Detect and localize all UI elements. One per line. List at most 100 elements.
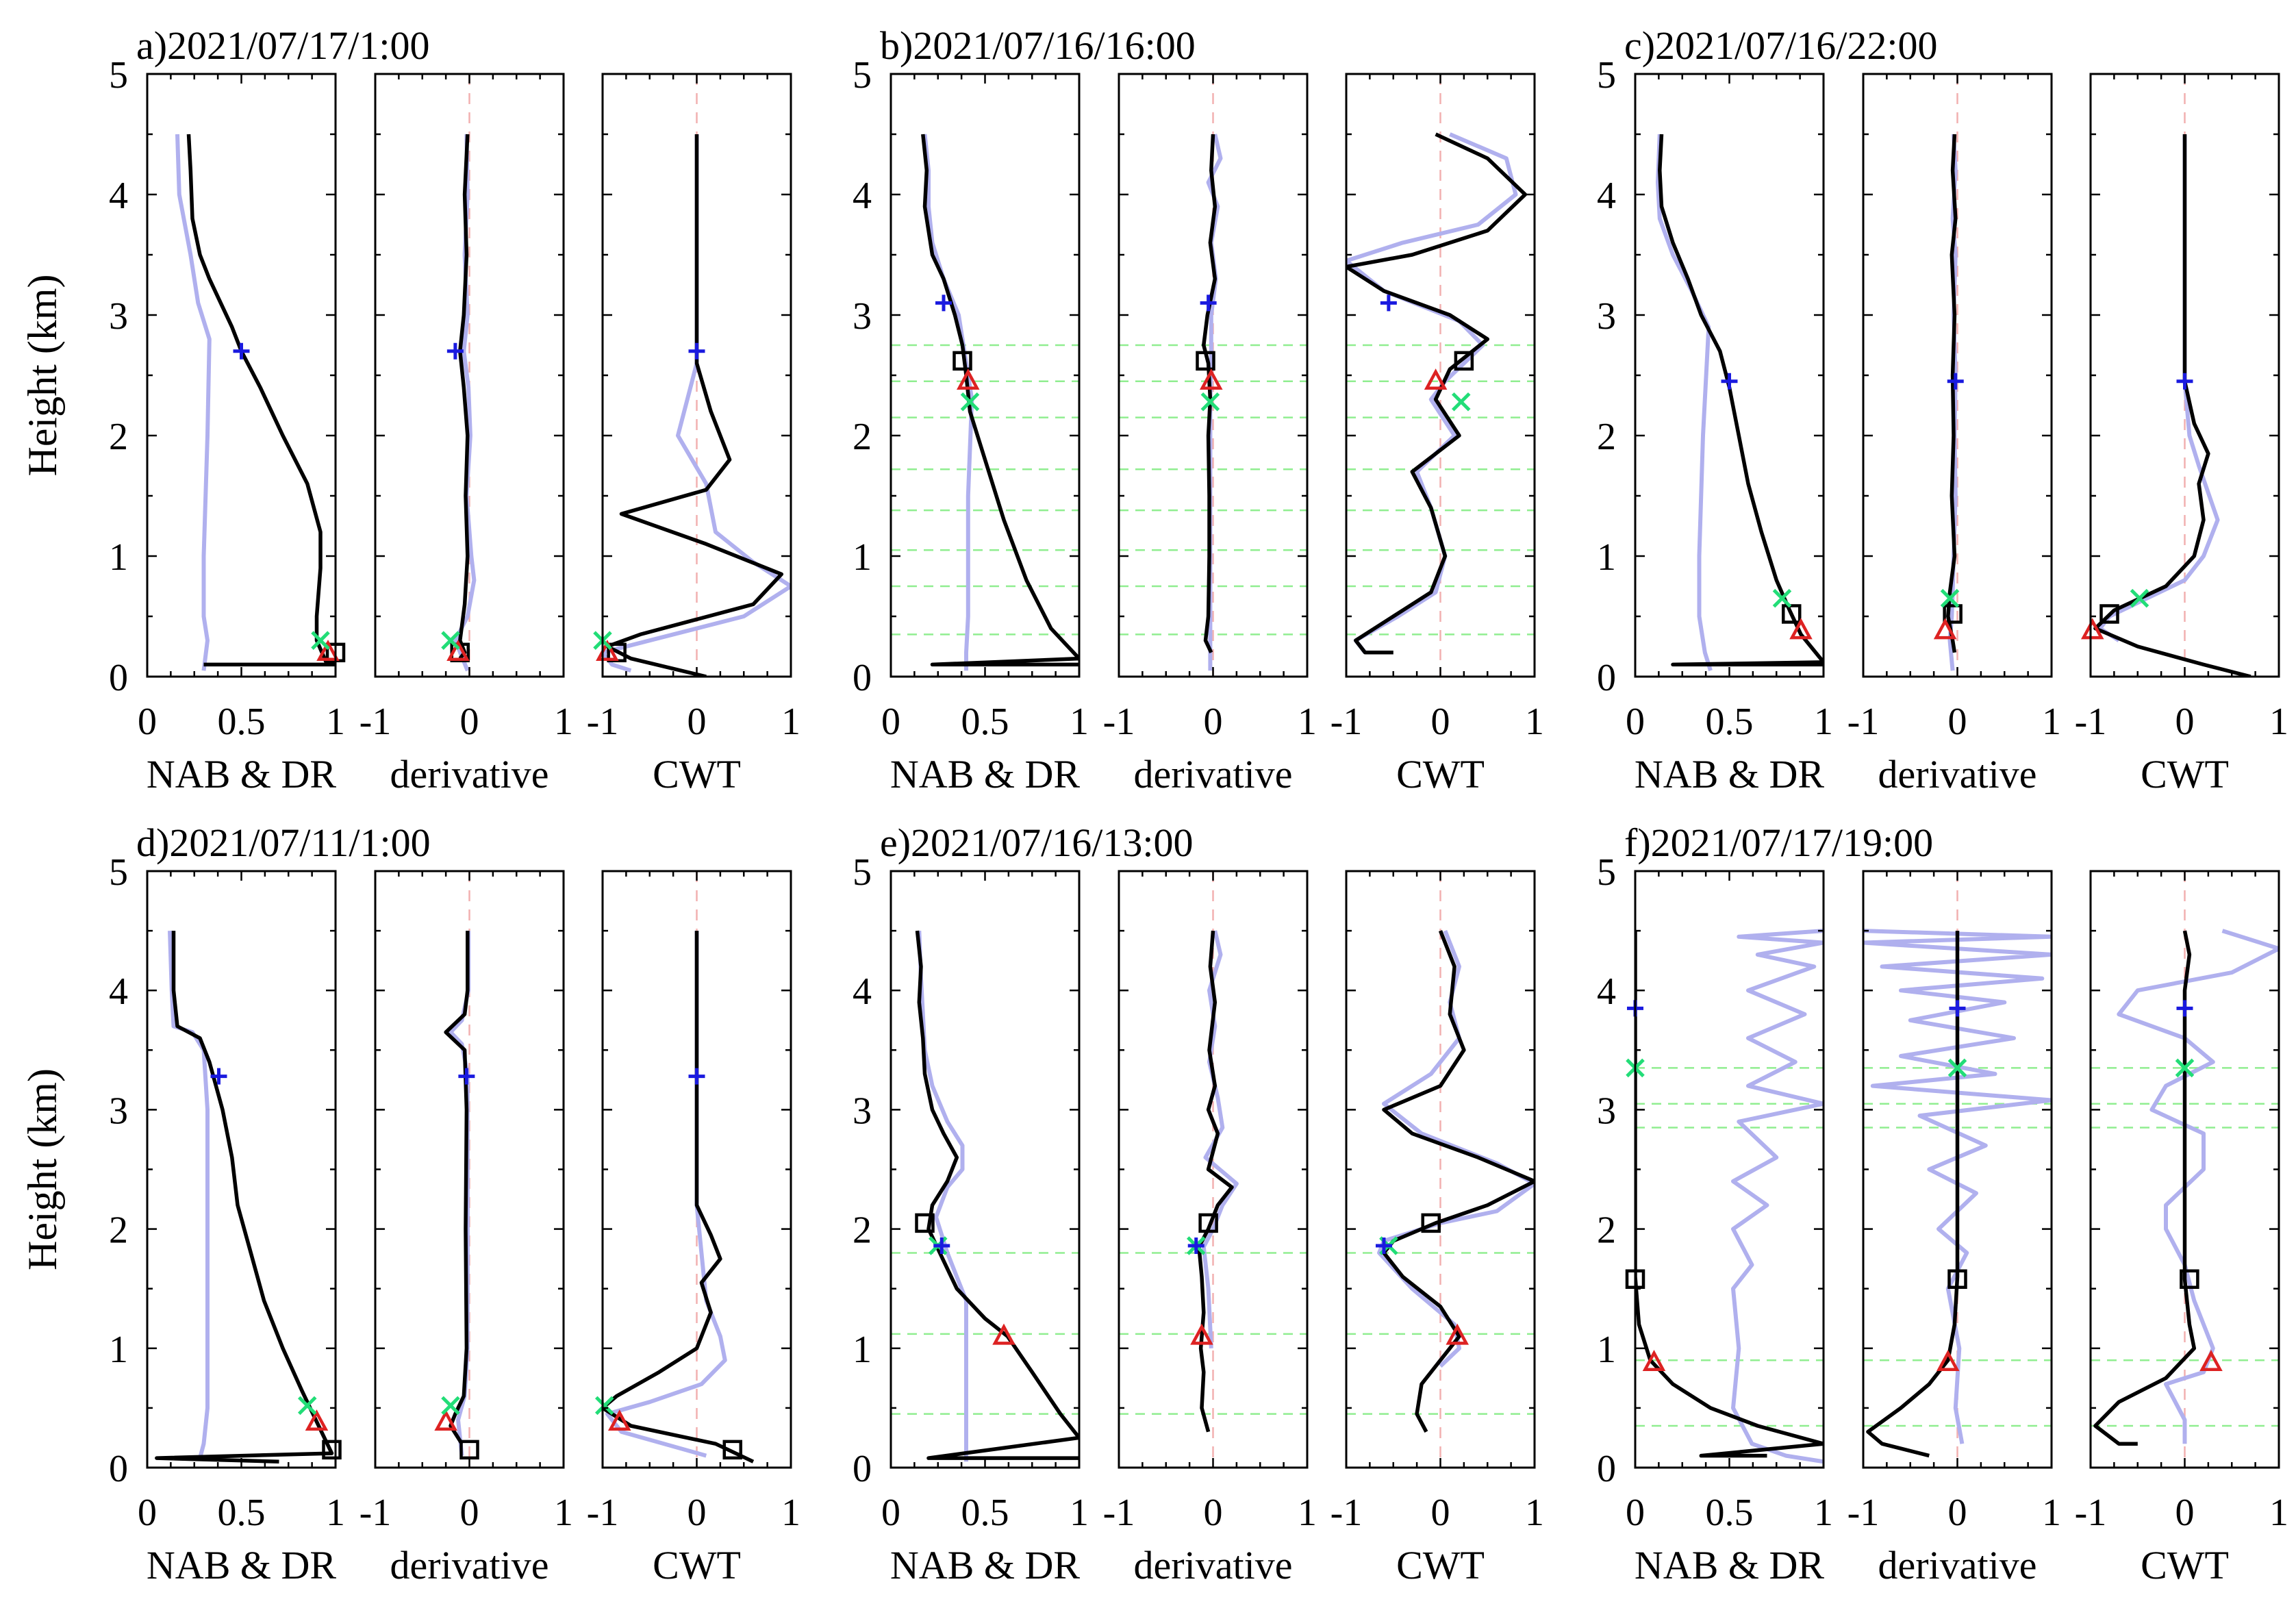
x-tick-label: 1	[554, 1492, 573, 1534]
marker-plus	[458, 1068, 475, 1085]
y-tick-label: 5	[1597, 54, 1616, 97]
y-tick-label: 0	[109, 657, 128, 699]
x-tick-label: 0	[2175, 701, 2195, 743]
series-black	[444, 931, 470, 1445]
y-tick-label: 4	[1597, 175, 1616, 217]
marker-square	[1454, 351, 1474, 371]
marker-square	[322, 1440, 342, 1460]
marker-triangle	[1424, 368, 1448, 390]
x-axis-label: CWT	[653, 1543, 741, 1587]
y-tick-label: 5	[853, 851, 872, 894]
y-tick-label: 0	[853, 657, 872, 699]
x-tick-label: 0	[460, 1492, 479, 1534]
y-tick-label: 0	[853, 1448, 872, 1490]
series-lav	[1863, 929, 2052, 1444]
y-tick-label: 0	[109, 1448, 128, 1490]
x-tick-label: 0.5	[218, 701, 266, 743]
panel-title: a)2021/07/17/1:00	[136, 23, 430, 68]
x-tick-label: 0	[138, 1492, 157, 1534]
x-axis-label: CWT	[653, 752, 741, 796]
marker-square	[1782, 604, 1802, 624]
series-lav	[1731, 929, 1824, 1464]
x-axis-label: NAB & DR	[890, 752, 1080, 796]
x-tick-label: 1	[326, 701, 345, 743]
x-tick-label: -1	[1330, 701, 1363, 743]
series-black	[186, 134, 336, 667]
y-tick-label: 3	[109, 295, 128, 338]
subplot-nabdr: 0 0.5 1 NAB & DR	[138, 73, 346, 796]
x-tick-label: 0.5	[961, 701, 1009, 743]
x-tick-label: 0	[1948, 1492, 1967, 1534]
series-lav	[2097, 134, 2220, 642]
y-tick-label: 4	[109, 970, 128, 1013]
y-tick-label: 1	[1597, 536, 1616, 579]
marker-plus	[446, 342, 464, 360]
series-black	[2093, 134, 2251, 677]
x-tick-label: 0	[1626, 1492, 1645, 1534]
panel-d: d)2021/07/11/1:00 0 1 2 3 4 5 Height (km) 0 0.5 1 N…	[20, 820, 800, 1587]
marker-triangle	[305, 1409, 329, 1431]
y-tick-label: 5	[109, 851, 128, 894]
series-black	[1197, 930, 1234, 1433]
y-tick-label: 5	[853, 54, 872, 97]
x-tick-label: 0.5	[961, 1492, 1009, 1534]
series-black	[915, 930, 1079, 1460]
x-tick-label: -1	[587, 1492, 619, 1534]
series-lav	[605, 931, 727, 1458]
marker-square	[722, 1440, 742, 1460]
marker-triangle	[434, 1409, 457, 1431]
x-tick-label: -1	[2075, 701, 2107, 743]
series-black	[1946, 134, 1958, 653]
x-tick-label: 0	[1204, 1492, 1223, 1534]
series-black	[155, 931, 334, 1464]
subplot-cwt: -1 0 1 CWT	[587, 870, 800, 1587]
marker-x	[2175, 1058, 2195, 1078]
x-tick-label: 1	[1298, 701, 1317, 743]
x-axis-label: derivative	[390, 752, 549, 796]
x-tick-label: -1	[2075, 1492, 2107, 1534]
x-axis-label: derivative	[1878, 1543, 2037, 1587]
x-axis-label: derivative	[390, 1543, 549, 1587]
x-tick-label: 1	[2269, 701, 2288, 743]
y-tick-label: 3	[109, 1090, 128, 1132]
x-tick-label: -1	[1847, 701, 1880, 743]
x-tick-label: 0	[687, 1492, 707, 1534]
marker-x	[311, 631, 330, 650]
series-black	[1635, 931, 1824, 1458]
marker-triangle	[992, 1323, 1015, 1345]
series-lav	[603, 134, 791, 673]
axes-box	[374, 73, 565, 678]
x-tick-label: 0.5	[218, 1492, 266, 1534]
marker-plus	[935, 294, 952, 312]
x-axis-label: NAB & DR	[1635, 752, 1824, 796]
panel-e: e)2021/07/16/13:00 0 1 2 3 4 5 0 0.5 1 NAB & DR -1 0…	[853, 820, 1544, 1587]
y-tick-label: 0	[1597, 1448, 1616, 1490]
marker-triangle	[2199, 1349, 2223, 1371]
series-black	[458, 134, 470, 660]
marker-plus	[1187, 1237, 1204, 1254]
x-tick-label: 0	[881, 1492, 900, 1534]
x-axis-label: NAB & DR	[890, 1543, 1080, 1587]
y-tick-label: 4	[853, 175, 872, 217]
y-tick-label: 3	[1597, 1090, 1616, 1132]
x-tick-label: 0	[1948, 701, 1967, 743]
x-tick-label: -1	[1103, 1492, 1135, 1534]
series-black	[1202, 134, 1218, 653]
y-tick-label: 2	[853, 1209, 872, 1252]
marker-triangle	[1936, 1349, 1960, 1371]
x-tick-label: 1	[1298, 1492, 1317, 1534]
subplot-nabdr: 0 0.5 1 NAB & DR	[138, 870, 345, 1587]
x-tick-label: -1	[359, 701, 392, 743]
marker-square	[459, 1440, 479, 1460]
y-tick-label: 2	[109, 1209, 128, 1252]
x-tick-label: 0.5	[1706, 701, 1754, 743]
marker-x	[1200, 392, 1220, 412]
panel-a: a)2021/07/17/1:00 0 1 2 3 4 5 Height (km) 0 0.5 1 N…	[20, 23, 800, 796]
x-tick-label: 0	[687, 701, 707, 743]
x-axis-label: CWT	[1396, 1543, 1485, 1587]
marker-triangle	[956, 368, 980, 390]
y-tick-label: 2	[1597, 416, 1616, 458]
series-lav	[1346, 132, 1518, 654]
